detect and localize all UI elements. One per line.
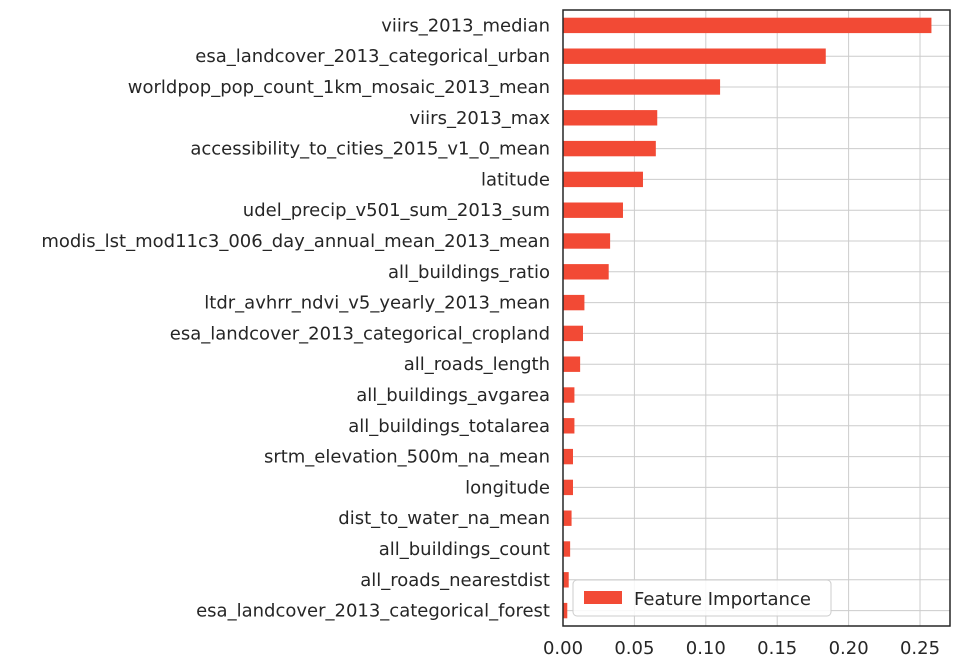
y-tick-label: srtm_elevation_500m_na_mean [264, 447, 550, 468]
bar [563, 325, 583, 342]
bar [563, 171, 643, 188]
bar [563, 110, 658, 126]
bars [563, 17, 932, 619]
y-tick-label: all_roads_nearestdist [360, 570, 550, 591]
y-tick-labels: viirs_2013_median esa_landcover_2013_cate… [41, 15, 550, 621]
y-tick-label: viirs_2013_max [410, 108, 551, 129]
x-tick-label: 0.00 [543, 638, 583, 659]
plot-frame [562, 9, 951, 627]
y-tick-label: ltdr_avhrr_ndvi_v5_yearly_2013_mean [204, 293, 550, 314]
bar [563, 202, 623, 218]
bar [563, 294, 585, 311]
bar [563, 602, 568, 619]
y-tick-label: esa_landcover_2013_categorical_urban [195, 46, 550, 67]
y-tick-label: all_buildings_ratio [388, 262, 550, 283]
y-tick-label: latitude [481, 169, 550, 190]
y-tick-label: viirs_2013_median [381, 15, 550, 36]
bar [563, 233, 611, 249]
legend-label: Feature Importance [634, 589, 811, 610]
bar [563, 418, 575, 434]
bar [563, 264, 609, 280]
legend-box [572, 579, 832, 617]
y-tick-label: longitude [465, 477, 550, 498]
bar [563, 479, 573, 496]
bar [563, 448, 573, 465]
bar [563, 79, 721, 95]
x-tick-label: 0.05 [614, 638, 654, 659]
bar [563, 17, 932, 34]
y-tick-label: accessibility_to_cities_2015_v1_0_mean [190, 139, 550, 160]
y-tick-label: modis_lst_mod11c3_006_day_annual_mean_20… [41, 231, 550, 252]
y-tick-label: dist_to_water_na_mean [338, 508, 550, 529]
y-tick-label: all_buildings_avgarea [356, 385, 550, 406]
bar [563, 510, 572, 526]
bar [563, 140, 656, 157]
y-tick-label: udel_precip_v501_sum_2013_sum [243, 200, 550, 221]
x-tick-labels: 0.00 0.05 0.10 0.15 0.20 0.25 [543, 638, 940, 659]
y-tick-label: all_roads_length [404, 354, 550, 375]
grid-lines [562, 10, 950, 626]
bar [563, 572, 569, 588]
bar [563, 48, 826, 64]
bar [563, 356, 581, 372]
x-tick-label: 0.25 [900, 638, 940, 659]
legend: Feature Importance [572, 579, 832, 617]
y-tick-label: esa_landcover_2013_categorical_forest [196, 601, 550, 622]
bar [563, 541, 571, 557]
y-tick-label: all_buildings_totalarea [348, 416, 550, 437]
bar [563, 387, 575, 403]
y-tick-label: all_buildings_count [379, 539, 550, 560]
x-tick-label: 0.15 [757, 638, 797, 659]
y-tick-label: worldpop_pop_count_1km_mosaic_2013_mean [128, 77, 550, 98]
x-tick-label: 0.20 [829, 638, 869, 659]
y-tick-label: esa_landcover_2013_categorical_cropland [170, 323, 550, 344]
legend-swatch [584, 591, 622, 604]
x-tick-label: 0.10 [686, 638, 726, 659]
